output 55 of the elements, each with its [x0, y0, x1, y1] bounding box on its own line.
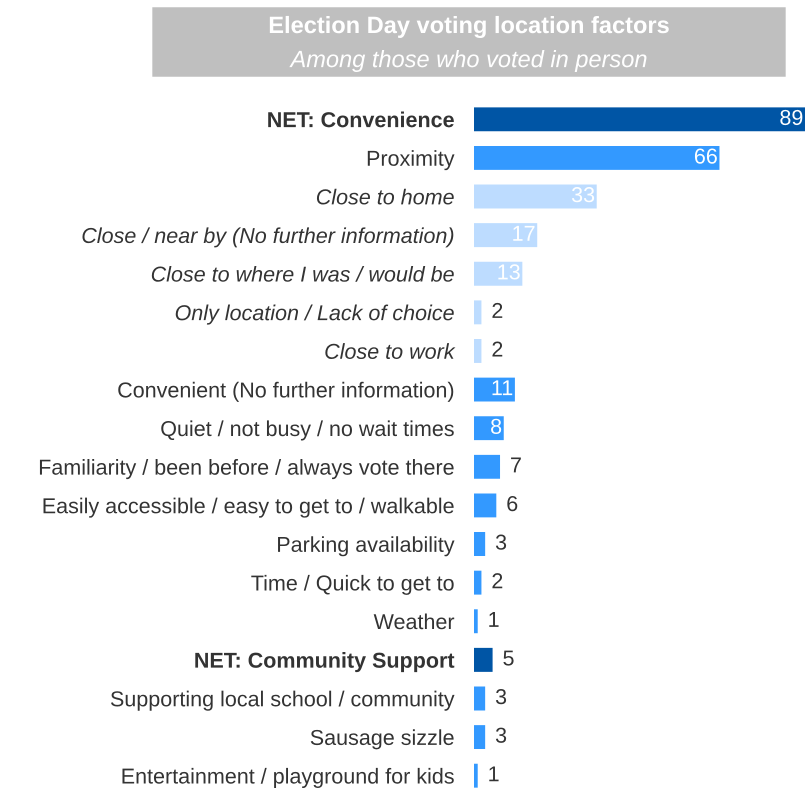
y-tick-label: Entertainment / playground for kids [122, 768, 454, 788]
y-tick-label: Only location / Lack of choice [176, 304, 454, 325]
bar [474, 300, 482, 324]
y-tick-label: Close / near by (No further information) [82, 227, 454, 248]
data-label: 2 [492, 573, 502, 588]
y-tick-label: Proximity [368, 150, 455, 170]
y-tick-label: NET: Convenience [268, 112, 454, 128]
data-label: 89 [780, 110, 802, 126]
data-label: 13 [498, 264, 520, 280]
y-tick-label: Easily accessible / easy to get to / walkable [44, 498, 454, 518]
data-label: 1 [489, 766, 499, 782]
data-label: 66 [694, 148, 717, 164]
data-label: 1 [489, 612, 499, 627]
data-label: 2 [492, 302, 502, 318]
y-tick-label: Sausage sizzle [310, 729, 454, 750]
data-label: 3 [496, 534, 506, 550]
bar [474, 532, 486, 556]
bar [474, 686, 486, 710]
y-tick-label: Close to where I was / would be [152, 266, 454, 282]
data-label: 17 [513, 226, 534, 241]
bar [474, 570, 482, 595]
data-label: 3 [496, 728, 506, 743]
y-tick-label: Weather [374, 613, 454, 630]
bar [474, 146, 720, 170]
bar [474, 493, 496, 518]
bar [474, 339, 482, 363]
bar [474, 107, 805, 132]
y-tick-label: NET: Community Support [195, 652, 454, 672]
data-label: 7 [511, 458, 521, 472]
bar [474, 725, 486, 750]
data-label: 3 [496, 689, 506, 704]
data-label: 5 [503, 650, 514, 666]
chart-title: Election Day voting location factors [270, 16, 669, 38]
chart-subtitle: Among those who voted in person [289, 50, 646, 72]
bar [474, 648, 493, 672]
y-tick-label: Close to work [325, 343, 456, 359]
y-tick-label: Convenient (No further information) [118, 382, 454, 402]
bar [474, 454, 500, 479]
y-tick-label: Familiarity / been before / always vote there [40, 459, 454, 480]
y-tick-label: Quiet / not busy / no wait times [161, 420, 454, 440]
data-label: 6 [507, 496, 518, 512]
bar [474, 416, 504, 440]
data-label: 33 [572, 187, 594, 202]
y-tick-label: Close to home [316, 188, 454, 205]
bar [474, 764, 478, 788]
data-label: 11 [492, 380, 512, 396]
bar [474, 184, 597, 208]
y-tick-label: Supporting local school / community [110, 690, 455, 711]
data-label: 2 [492, 342, 502, 357]
bar [474, 609, 478, 634]
bar [474, 378, 515, 402]
bar [474, 223, 538, 248]
y-tick-label: Time / Quick to get to [251, 574, 454, 595]
data-label: 8 [491, 418, 502, 434]
y-tick-label: Parking availability [278, 536, 455, 556]
